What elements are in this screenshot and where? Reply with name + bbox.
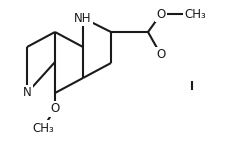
Text: CH₃: CH₃ [184,7,206,20]
Text: NH: NH [74,12,92,24]
Text: N: N [23,86,31,100]
Text: O: O [50,102,60,115]
Text: O: O [156,7,166,20]
Text: O: O [156,49,166,61]
Text: CH₃: CH₃ [32,122,54,134]
